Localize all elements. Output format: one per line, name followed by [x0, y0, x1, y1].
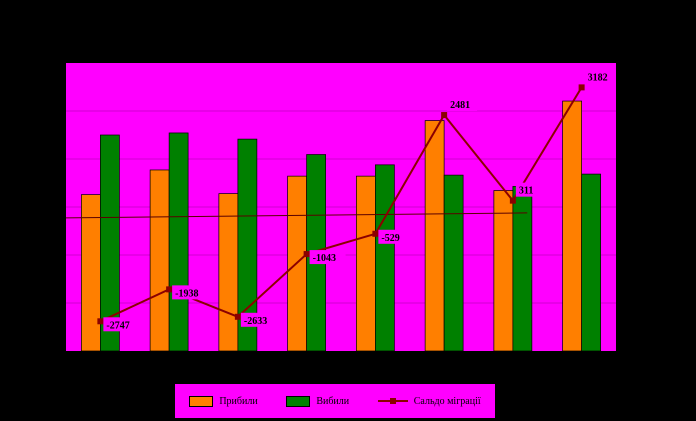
data-label-bg: [309, 250, 346, 265]
reference-line: [65, 212, 528, 219]
data-label-bg: [172, 285, 209, 300]
bar-arrived: [356, 175, 376, 352]
bars: [81, 100, 601, 352]
balance-marker: [97, 318, 104, 325]
bar-departed: [581, 173, 601, 352]
bar-arrived: [493, 190, 514, 352]
data-labels: -2747 -1938 -2633 -1043 -529 2481 311 3182: [103, 69, 615, 332]
bar-departed: [168, 132, 189, 352]
data-label-bg: [515, 182, 540, 197]
balance-marker: [303, 251, 310, 258]
legend-item-balance: Сальдо міграції: [377, 395, 481, 407]
data-label: -2747: [106, 320, 129, 331]
data-label: -1938: [175, 288, 198, 299]
legend-label-departed: Вибили: [316, 395, 350, 407]
legend: Прибили Вибили Сальдо міграції: [175, 384, 495, 418]
balance-marker: [234, 313, 241, 320]
bar-arrived: [424, 120, 445, 352]
bar-arrived: [562, 100, 582, 352]
zero-reference-line: [65, 212, 528, 219]
data-label: 311: [519, 186, 533, 197]
data-label-bg: [378, 229, 409, 244]
data-label-bg: [103, 317, 140, 332]
legend-swatch-balance: [377, 396, 408, 406]
data-label: -2633: [244, 316, 267, 327]
data-label-bg: [584, 69, 615, 84]
bar-arrived: [218, 193, 239, 352]
legend-item-departed: Вибили: [286, 395, 350, 407]
legend-label-balance: Сальдо міграції: [413, 395, 481, 407]
legend-swatch-arrived: [189, 395, 214, 407]
bar-arrived: [149, 169, 170, 352]
data-label-bg: [447, 97, 478, 112]
legend-item-arrived: Прибили: [189, 395, 258, 407]
bar-departed: [512, 186, 533, 352]
data-label: -1043: [313, 253, 336, 264]
balance-marker: [441, 112, 448, 119]
data-label: 3182: [588, 72, 608, 83]
balance-marker: [509, 197, 516, 204]
bar-departed: [375, 164, 395, 352]
data-label: 2481: [450, 100, 470, 111]
legend-label-arrived: Прибили: [219, 395, 258, 407]
bar-departed: [100, 134, 120, 352]
data-label-bg: [240, 312, 277, 327]
bar-departed: [237, 138, 258, 352]
balance-marker: [372, 230, 379, 237]
balance-marker: [578, 84, 585, 91]
legend-swatch-departed: [286, 395, 311, 407]
data-label: -529: [381, 233, 399, 244]
balance-marker: [166, 286, 173, 293]
bar-departed: [443, 174, 464, 352]
